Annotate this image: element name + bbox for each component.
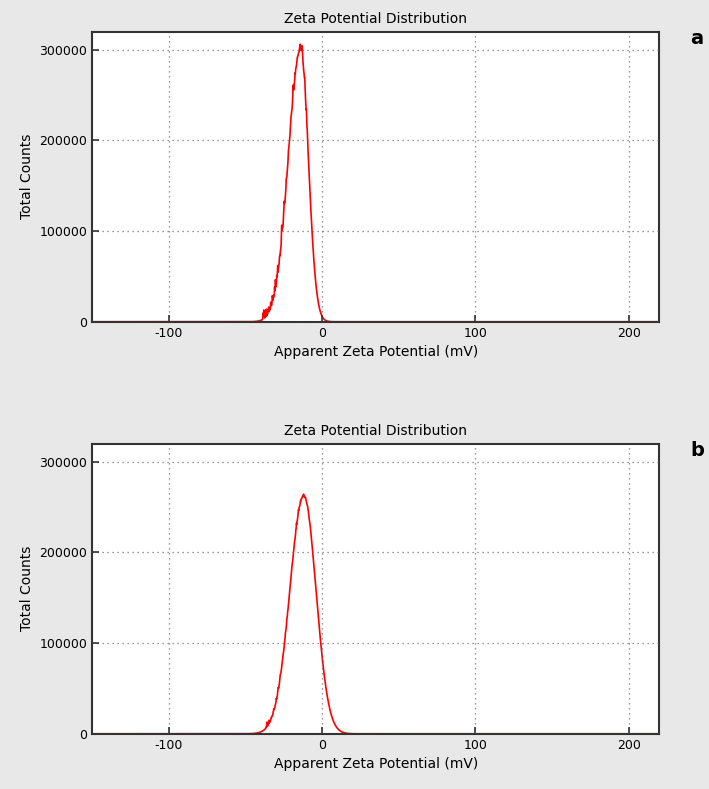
X-axis label: Apparent Zeta Potential (mV): Apparent Zeta Potential (mV) bbox=[274, 345, 478, 359]
Title: Zeta Potential Distribution: Zeta Potential Distribution bbox=[284, 424, 467, 438]
Y-axis label: Total Counts: Total Counts bbox=[20, 546, 34, 631]
Text: a: a bbox=[690, 28, 703, 48]
Y-axis label: Total Counts: Total Counts bbox=[20, 134, 34, 219]
Title: Zeta Potential Distribution: Zeta Potential Distribution bbox=[284, 12, 467, 26]
Text: b: b bbox=[690, 441, 704, 460]
X-axis label: Apparent Zeta Potential (mV): Apparent Zeta Potential (mV) bbox=[274, 757, 478, 771]
